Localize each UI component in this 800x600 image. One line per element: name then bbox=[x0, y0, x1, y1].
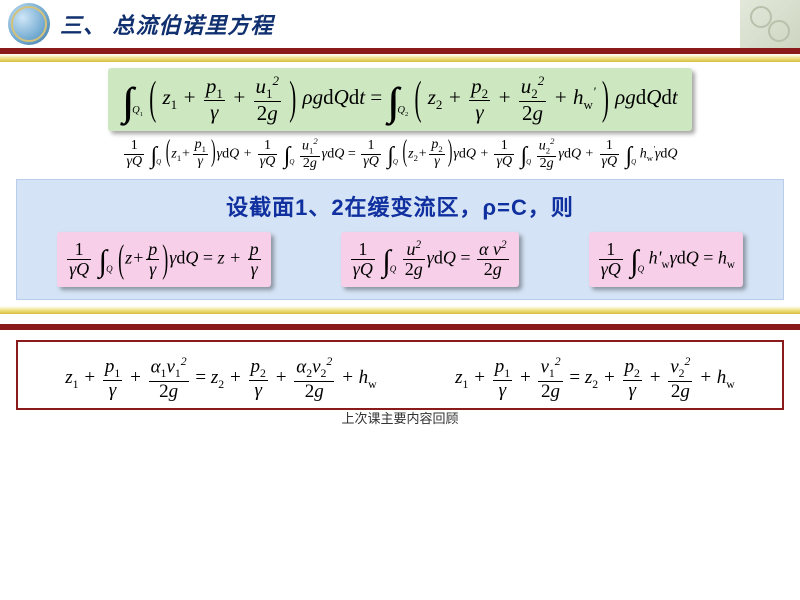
main-integral-equation: ∫∫Q1 ( z1 + p1γ + u122g ) ρgdQdt = ∫∫Q2 … bbox=[0, 68, 800, 131]
simplification-1: 1γQ ∫Q (z+pγ)γdQ = z + pγ bbox=[57, 232, 271, 287]
slide: 三、 总流伯诺里方程 ∫∫Q1 ( z1 + p1γ + u122g ) ρgd… bbox=[0, 0, 800, 600]
gold-divider-2 bbox=[0, 306, 800, 314]
simplification-row: 1γQ ∫Q (z+pγ)γdQ = z + pγ 1γQ ∫Q u22gγdQ… bbox=[25, 232, 775, 287]
corner-decoration bbox=[740, 0, 800, 48]
expanded-equation: 1γQ ∫Q (z1+p1γ)γdQ + 1γQ ∫Q u122gγdQ = 1… bbox=[0, 137, 800, 171]
gold-divider bbox=[0, 54, 800, 62]
simplification-2: 1γQ ∫Q u22gγdQ = α v22g bbox=[341, 232, 519, 287]
header-bar: 三、 总流伯诺里方程 bbox=[0, 0, 800, 54]
final-equation-2: z1 + p1γ + v122g = z2 + p2γ + v222g + hw bbox=[455, 356, 735, 401]
footer-note: 上次课主要内容回顾 bbox=[0, 408, 800, 427]
red-divider bbox=[0, 324, 800, 330]
simplification-3: 1γQ ∫Q h'wγdQ = hw bbox=[589, 232, 743, 287]
page-title: 三、 总流伯诺里方程 bbox=[60, 8, 274, 40]
assumption-text: 设截面1、2在缓变流区，ρ=C，则 bbox=[25, 190, 775, 222]
final-equations: z1 + p1γ + α1v122g = z2 + p2γ + α2v222g … bbox=[16, 340, 784, 409]
logo-badge bbox=[8, 3, 50, 45]
final-equation-1: z1 + p1γ + α1v122g = z2 + p2γ + α2v222g … bbox=[65, 356, 376, 401]
assumption-panel: 设截面1、2在缓变流区，ρ=C，则 1γQ ∫Q (z+pγ)γdQ = z +… bbox=[16, 179, 784, 300]
